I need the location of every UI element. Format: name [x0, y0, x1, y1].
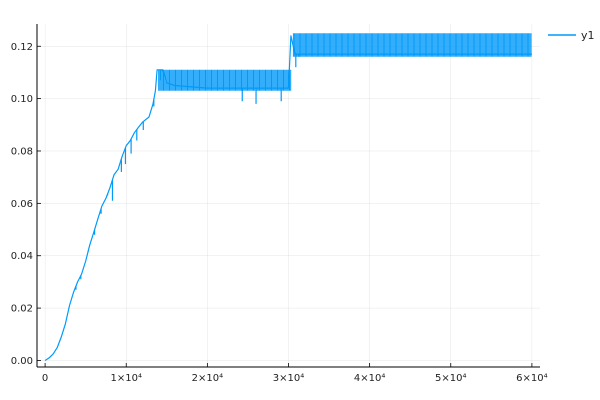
- x-tick-label: 3×10⁴: [273, 373, 304, 384]
- axes: [36, 24, 540, 368]
- x-tick-label: 5×10⁴: [435, 373, 466, 384]
- y-tick-label: 0.06: [11, 199, 33, 210]
- y-tick-label: 0.04: [11, 251, 33, 262]
- y-tick-label: 0.00: [11, 356, 33, 367]
- tick-labels: 0 1×10⁴ 2×10⁴ 3×10⁴ 4×10⁴ 5×10⁴ 6×10⁴ 0.00 0.02 0…: [11, 42, 548, 384]
- x-tick-label: 4×10⁴: [354, 373, 385, 384]
- series-layer: [44, 33, 532, 362]
- x-tick-label: 1×10⁴: [110, 373, 141, 384]
- y-tick-label: 0.02: [11, 304, 33, 315]
- series-band: [292, 33, 532, 57]
- y-tick-label: 0.10: [11, 94, 33, 105]
- series-line: [44, 35, 532, 362]
- y-tick-label: 0.08: [11, 146, 33, 157]
- legend: y1: [548, 29, 595, 42]
- x-tick-label: 6×10⁴: [516, 373, 547, 384]
- x-tick-label: 0: [42, 373, 48, 384]
- series-band: [158, 69, 292, 91]
- legend-label: y1: [581, 29, 595, 42]
- y-tick-label: 0.12: [11, 42, 33, 53]
- x-tick-label: 2×10⁴: [192, 373, 223, 384]
